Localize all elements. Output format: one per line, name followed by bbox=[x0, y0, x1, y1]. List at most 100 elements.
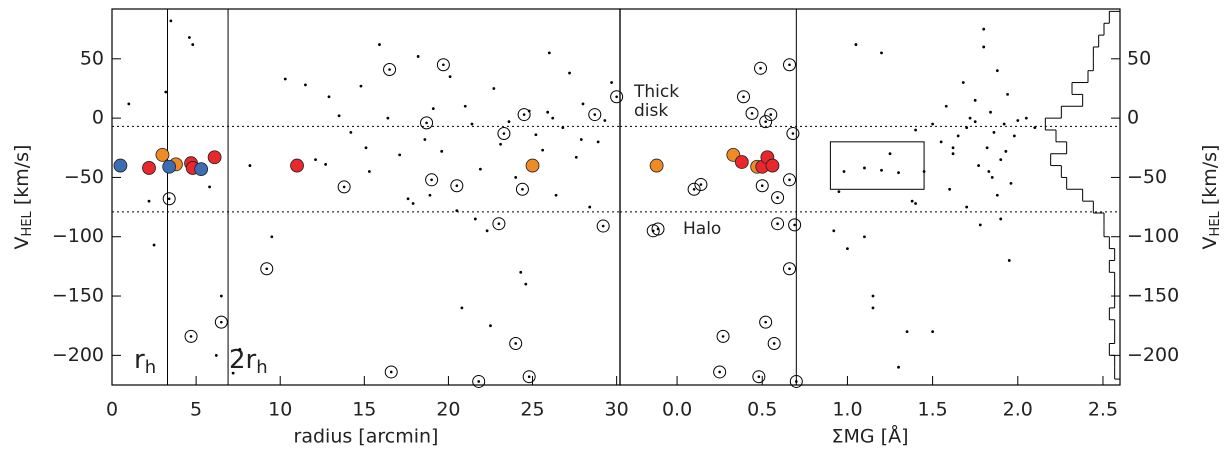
circled-point-center bbox=[265, 267, 269, 271]
circled-point-center bbox=[425, 121, 428, 125]
annotation-sub: h bbox=[256, 357, 267, 378]
circled-point-center bbox=[497, 222, 501, 225]
point bbox=[880, 51, 883, 55]
x-axis-label: radius [arcmin] bbox=[294, 426, 439, 448]
point bbox=[888, 152, 892, 156]
point bbox=[961, 81, 965, 84]
y-label-unit: [km/s] bbox=[1199, 145, 1221, 212]
y2-tick-label: −150 bbox=[1127, 285, 1179, 307]
circled-point-center bbox=[769, 113, 773, 116]
circled-point bbox=[771, 217, 785, 231]
point bbox=[581, 102, 585, 106]
point bbox=[473, 217, 477, 221]
point bbox=[231, 371, 235, 375]
circled-point bbox=[771, 191, 785, 205]
circled-point-center bbox=[477, 380, 481, 383]
point bbox=[485, 229, 489, 233]
point bbox=[832, 229, 836, 233]
circled-point-center bbox=[502, 132, 506, 135]
point bbox=[534, 133, 538, 137]
point bbox=[1002, 122, 1006, 126]
circled-point-center bbox=[430, 178, 433, 182]
point bbox=[948, 187, 952, 191]
point bbox=[337, 114, 341, 118]
point bbox=[406, 197, 410, 201]
point bbox=[152, 243, 156, 247]
point bbox=[990, 176, 994, 179]
point bbox=[489, 324, 492, 328]
circled-point bbox=[755, 179, 769, 193]
circled-point bbox=[767, 336, 781, 350]
highlight-point bbox=[162, 159, 177, 174]
point bbox=[378, 43, 381, 46]
point bbox=[1033, 126, 1037, 130]
circled-point-center bbox=[742, 95, 745, 99]
point bbox=[367, 170, 371, 173]
annotation: Halo bbox=[683, 219, 721, 239]
circled-point bbox=[596, 219, 610, 233]
circled-point bbox=[687, 182, 701, 196]
x-tick-label: 30 bbox=[605, 399, 629, 421]
circled-point bbox=[214, 315, 228, 329]
circled-point-center bbox=[795, 380, 798, 383]
circled-point-center bbox=[776, 196, 779, 199]
circled-point bbox=[588, 108, 602, 122]
circled-point-center bbox=[189, 335, 193, 338]
circled-point bbox=[420, 116, 434, 130]
x-tick-label: 1.0 bbox=[832, 399, 862, 421]
point bbox=[214, 353, 218, 357]
point bbox=[610, 81, 613, 84]
circled-point bbox=[713, 365, 727, 379]
point bbox=[914, 202, 917, 205]
highlight-point bbox=[207, 150, 222, 165]
point bbox=[398, 153, 402, 157]
highlight-point bbox=[113, 158, 128, 173]
y-tick-label: −200 bbox=[52, 344, 104, 366]
point bbox=[871, 294, 875, 298]
annotation: 2rh bbox=[229, 345, 268, 379]
point bbox=[519, 270, 523, 274]
annotation-main: 2r bbox=[229, 345, 257, 375]
circled-point bbox=[759, 315, 773, 329]
circled-point bbox=[610, 90, 624, 104]
circled-point bbox=[783, 173, 797, 187]
circled-point-center bbox=[692, 187, 696, 191]
point bbox=[561, 126, 565, 130]
circled-point bbox=[737, 90, 751, 104]
highlight-point bbox=[765, 158, 780, 173]
highlight-point bbox=[734, 155, 749, 169]
circled-point bbox=[184, 329, 198, 343]
point bbox=[837, 190, 841, 194]
annotation-sub: h bbox=[145, 357, 156, 378]
point bbox=[999, 158, 1003, 162]
circled-point-center bbox=[388, 68, 391, 71]
point bbox=[914, 128, 917, 132]
y-tick-label: −50 bbox=[64, 166, 104, 188]
x-tick-label: 2.5 bbox=[1088, 399, 1118, 421]
y-label-main: V bbox=[11, 236, 33, 249]
circled-point bbox=[492, 217, 506, 231]
highlight-point bbox=[525, 158, 540, 173]
point bbox=[603, 119, 607, 122]
y2-tick-label: −100 bbox=[1127, 225, 1179, 247]
circled-point-center bbox=[721, 335, 725, 338]
point bbox=[238, 348, 242, 351]
y-tick-label: −100 bbox=[52, 225, 104, 247]
circled-point-center bbox=[342, 185, 346, 189]
circled-point-center bbox=[764, 320, 767, 324]
point bbox=[931, 122, 935, 126]
point bbox=[973, 98, 977, 102]
point bbox=[995, 193, 999, 197]
y2-tick-label: −50 bbox=[1127, 166, 1167, 188]
point bbox=[992, 130, 996, 134]
x-tick-label: 5 bbox=[190, 399, 202, 421]
circled-point-center bbox=[788, 63, 791, 67]
point bbox=[541, 148, 545, 152]
circled-point-center bbox=[601, 224, 605, 228]
circled-point bbox=[522, 370, 536, 384]
point bbox=[440, 149, 444, 153]
point bbox=[905, 330, 909, 334]
point bbox=[428, 193, 432, 197]
circled-point bbox=[260, 262, 274, 276]
circled-point bbox=[383, 62, 397, 76]
